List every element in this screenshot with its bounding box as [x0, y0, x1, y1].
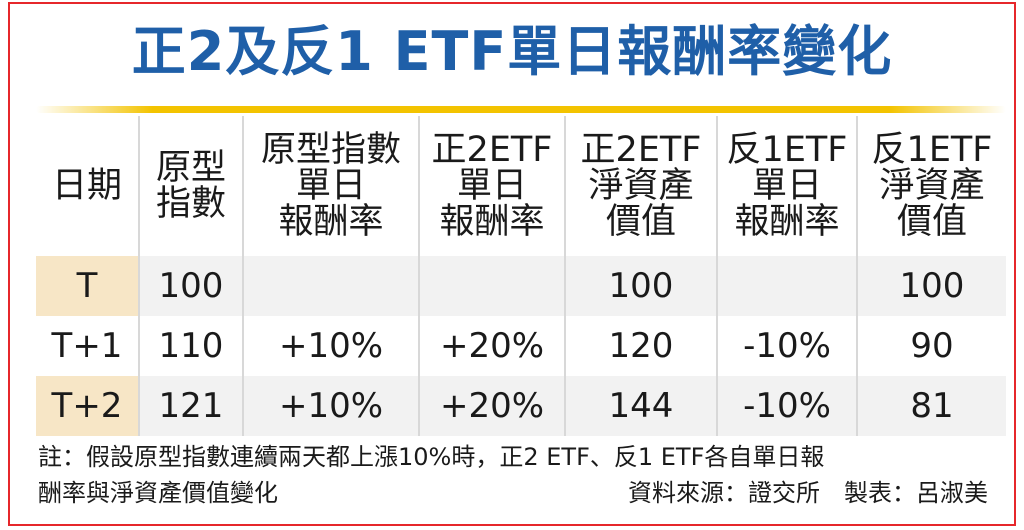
source-credit: 資料來源：證交所 製表：呂淑美: [628, 479, 988, 507]
table-row: T 100 100 100: [36, 256, 1006, 316]
footnote-line-1: 註：假設原型指數連續兩天都上漲10%時，正2 ETF、反1 ETF各自單日報: [38, 443, 825, 471]
header-date: 日期: [51, 166, 122, 206]
cell-inverse-return: -10%: [716, 316, 856, 376]
return-table: 日期 原型 指數 原型指數 單日 報酬率 正2ETF 單日 報酬率 正2ETF …: [36, 116, 1006, 436]
cell-inverse-return: -10%: [716, 376, 856, 436]
title-divider: [36, 106, 1006, 113]
infographic-frame: 正2及反1 ETF單日報酬率變化 日期 原型 指數 原型指數 單日 報酬率 正2…: [8, 2, 1016, 526]
cell-2x-nav: 100: [564, 256, 716, 316]
table-row: T+2 121 +10% +20% 144 -10% 81: [36, 376, 1006, 436]
cell-2x-return: +20%: [418, 316, 564, 376]
cell-index: 100: [138, 256, 242, 316]
cell-index-return: +10%: [242, 316, 418, 376]
cell-date: T+1: [36, 316, 138, 376]
table-header-row: 日期 原型 指數 原型指數 單日 報酬率 正2ETF 單日 報酬率 正2ETF …: [36, 116, 1006, 256]
footnote-line-2: 酬率與淨資產價值變化: [38, 479, 278, 507]
header-inverse-nav: 反1ETF 淨資產 價值: [856, 116, 1006, 256]
header-index-daily-return: 原型指數 單日 報酬率: [242, 116, 418, 256]
cell-inverse-nav: 90: [856, 316, 1006, 376]
cell-inverse-return: [716, 256, 856, 316]
header-2x-daily-return: 正2ETF 單日 報酬率: [418, 116, 564, 256]
cell-inverse-nav: 100: [856, 256, 1006, 316]
header-index: 原型 指數: [138, 116, 242, 256]
cell-date: T+2: [36, 376, 138, 436]
page-title: 正2及反1 ETF單日報酬率變化: [131, 20, 893, 83]
cell-2x-nav: 120: [564, 316, 716, 376]
cell-date: T: [36, 256, 138, 316]
header-2x-nav: 正2ETF 淨資產 價值: [564, 116, 716, 256]
cell-index: 121: [138, 376, 242, 436]
cell-inverse-nav: 81: [856, 376, 1006, 436]
cell-index-return: +10%: [242, 376, 418, 436]
cell-2x-return: +20%: [418, 376, 564, 436]
cell-2x-nav: 144: [564, 376, 716, 436]
cell-2x-return: [418, 256, 564, 316]
table-row: T+1 110 +10% +20% 120 -10% 90: [36, 316, 1006, 376]
cell-index: 110: [138, 316, 242, 376]
header-inverse-daily-return: 反1ETF 單日 報酬率: [716, 116, 856, 256]
cell-index-return: [242, 256, 418, 316]
